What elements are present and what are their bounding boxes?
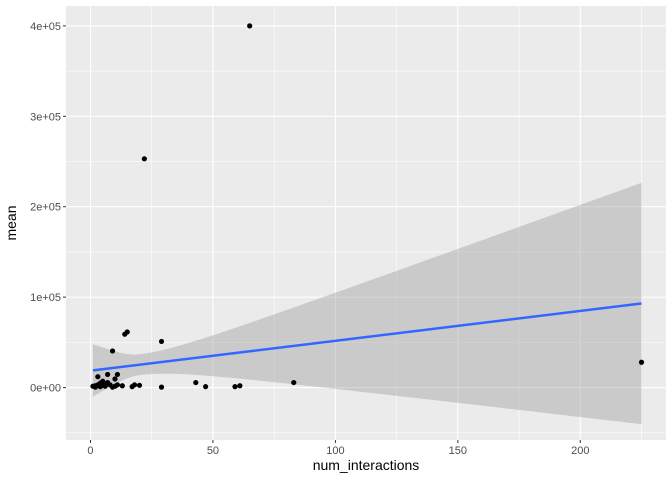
data-point: [237, 383, 243, 389]
data-point: [95, 374, 101, 380]
data-point: [136, 382, 143, 388]
x-tick-label: 100: [326, 445, 344, 457]
trend-line: [92, 302, 642, 372]
data-point: [119, 383, 125, 389]
data-point: [158, 338, 165, 345]
data-point: [202, 384, 209, 390]
x-axis-title: num_interactions: [313, 457, 420, 473]
data-point: [638, 359, 645, 365]
y-tick-label: 0e+00: [30, 383, 61, 395]
plot-panel: [66, 6, 666, 440]
data-points: [90, 23, 645, 390]
major-gridlines: [66, 6, 666, 440]
x-tick-label: 150: [449, 445, 467, 457]
confidence-ribbon: [92, 182, 642, 425]
data-point: [105, 371, 111, 378]
x-tick-label: 0: [87, 445, 93, 457]
x-tick-label: 50: [207, 445, 219, 457]
data-point: [193, 379, 199, 386]
y-axis-title: mean: [3, 205, 19, 240]
data-point: [158, 384, 165, 390]
data-point: [109, 348, 116, 354]
data-point: [114, 371, 121, 378]
y-tick-label: 1e+05: [30, 292, 61, 304]
y-axis-ticks: 0e+00 1e+05 2e+05 3e+05 4e+05: [30, 21, 66, 395]
x-tick-label: 200: [571, 445, 589, 457]
data-point: [291, 379, 297, 386]
minor-gridlines: [66, 6, 666, 440]
data-point: [124, 329, 130, 335]
data-point: [232, 384, 238, 390]
data-point: [141, 156, 147, 162]
y-tick-label: 2e+05: [30, 202, 61, 214]
y-tick-label: 3e+05: [30, 111, 61, 123]
data-point: [131, 382, 138, 388]
x-axis-ticks: 0 50 100 150 200: [87, 440, 589, 457]
data-point: [247, 23, 253, 29]
y-tick-label: 4e+05: [30, 21, 61, 33]
data-point: [114, 382, 121, 388]
data-point: [112, 376, 118, 382]
